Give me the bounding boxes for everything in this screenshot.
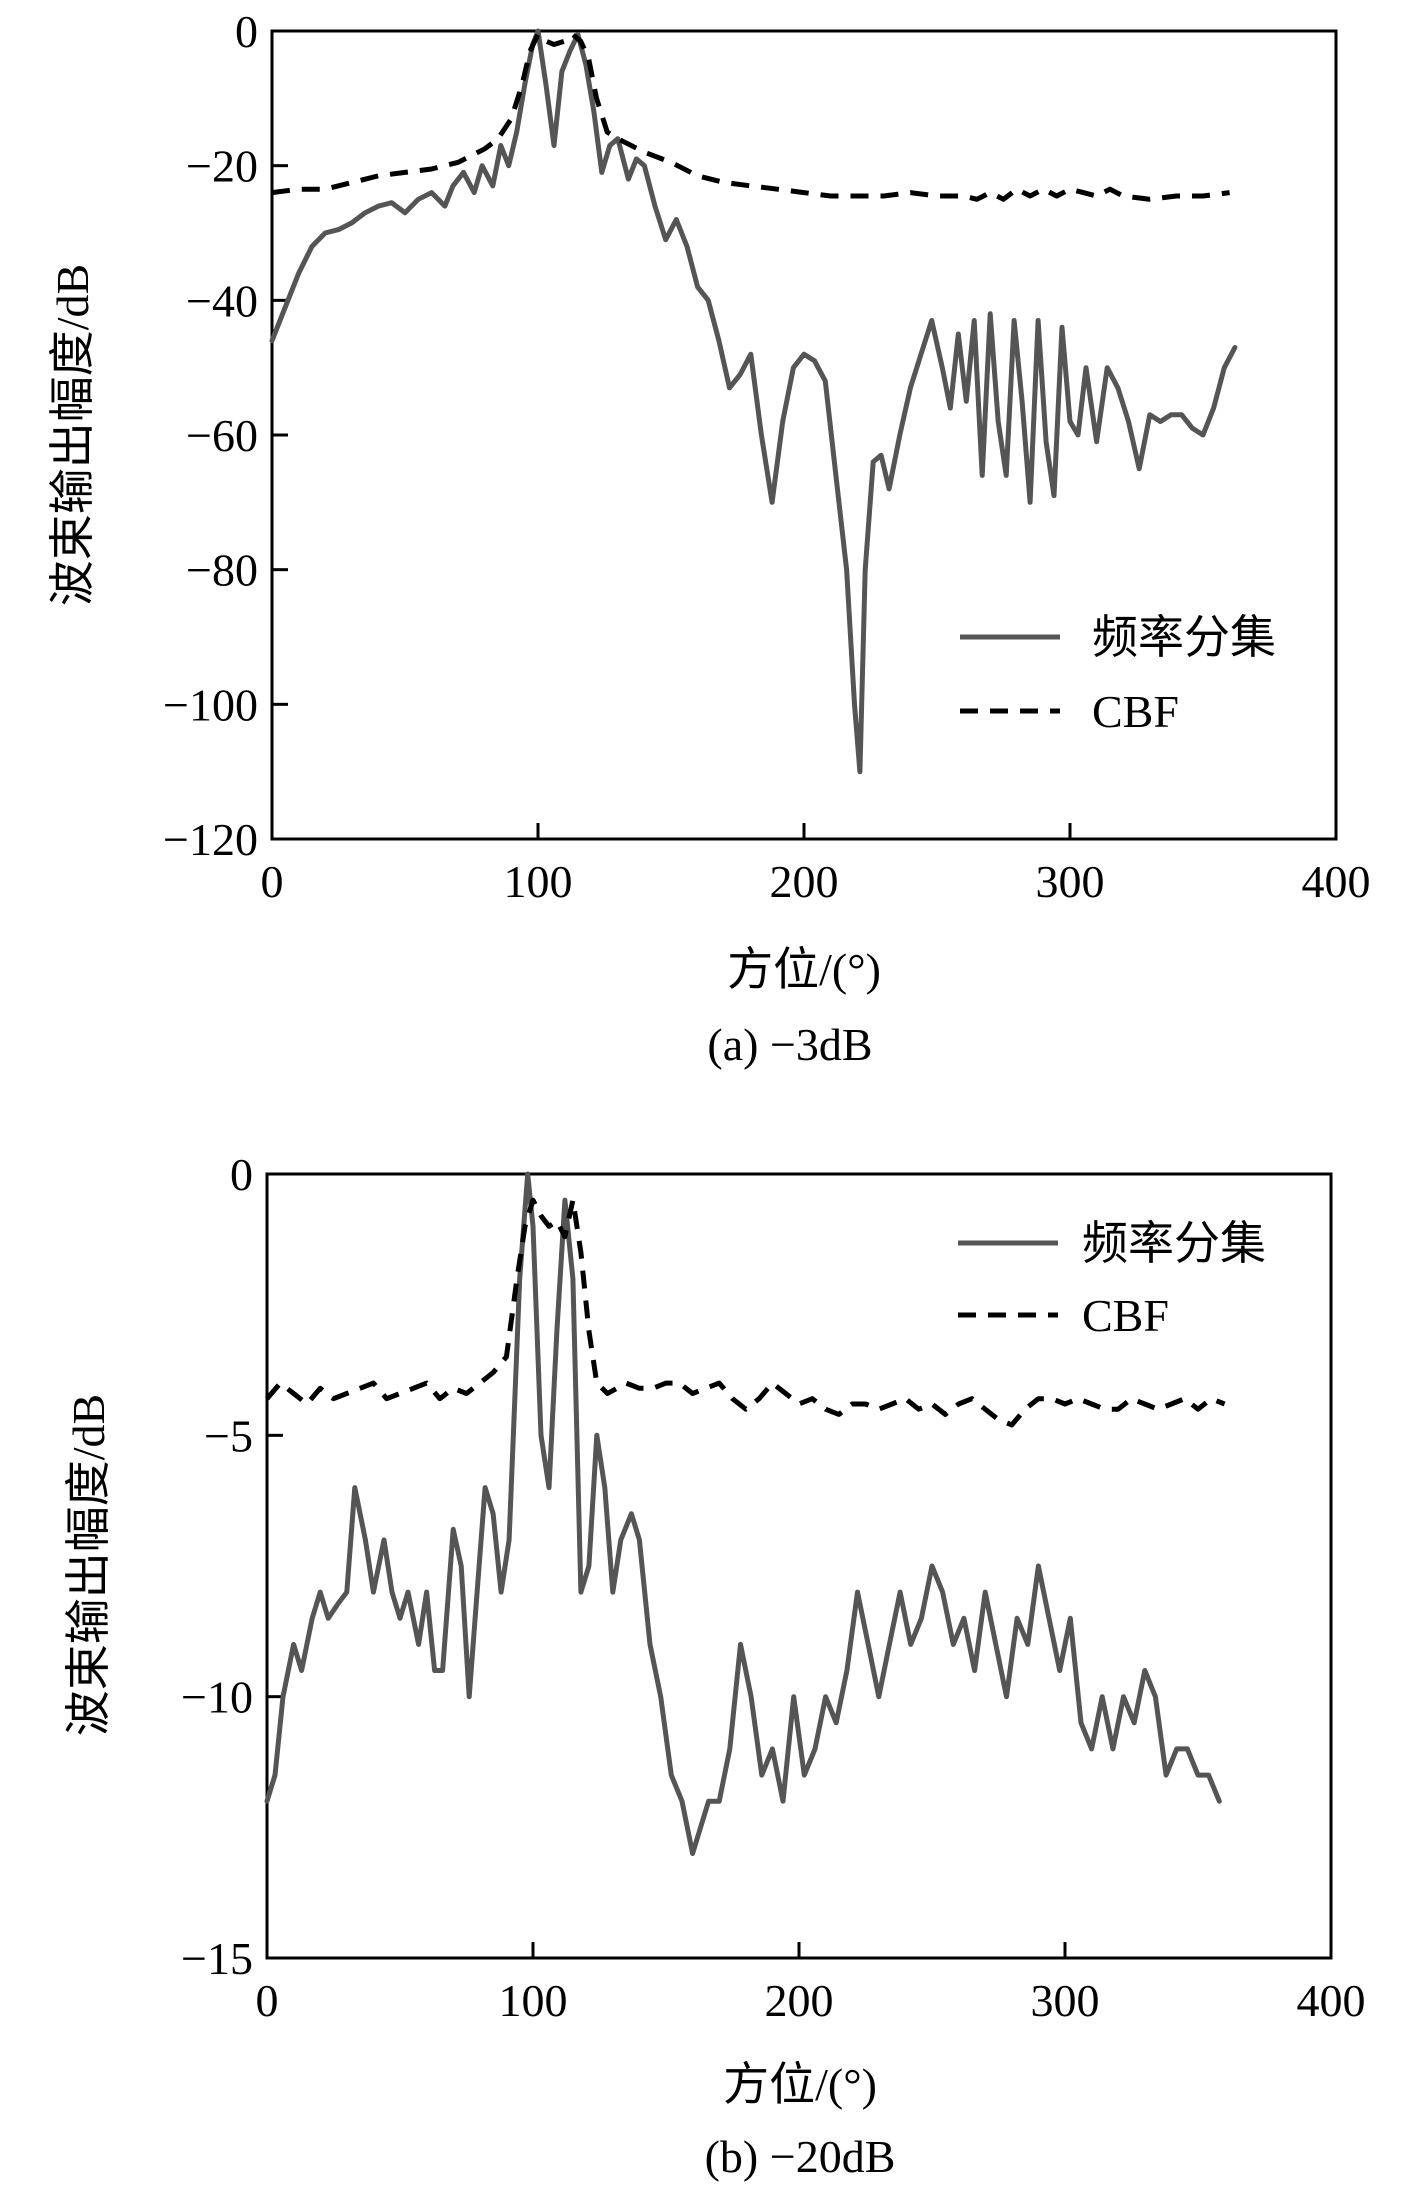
x-tick-label-0: 0 [261,856,284,907]
y-tick-label-6: −120 [163,814,258,865]
y-tick-label-4: −80 [186,545,258,596]
y-axis-label: 波束输出幅度/dB [47,264,98,606]
y-tick-label-3: −60 [186,410,258,461]
legend: 频率分集 CBF [960,612,1276,737]
y-tick-label-1: −20 [186,141,258,192]
ticks: 0 100 200 300 400 0 −5 −10 −15 [181,1149,1365,2026]
legend-label-0: 频率分集 [1092,612,1276,663]
x-tick-label-1: 100 [499,1975,568,2026]
y-tick-label-0: 0 [230,1149,253,1200]
x-axis-label: 方位/(°) [723,2059,877,2110]
y-tick-label-2: −40 [186,275,258,326]
legend-label-1: CBF [1092,686,1179,737]
plot-frame [265,1172,1333,1960]
legend-label-0: 频率分集 [1082,1218,1266,1269]
x-tick-label-3: 300 [1031,1975,1100,2026]
y-tick-label-3: −15 [181,1933,253,1984]
chart-panel-a: 0 100 200 300 400 0 −20 −40 −60 −80 −100 −120 方位/(°… [47,6,1371,1070]
series-layer [264,1171,1226,1856]
y-tick-label-5: −100 [163,679,258,730]
x-tick-label-4: 400 [1302,856,1371,907]
series-cbf-line [265,1197,1226,1428]
legend: 频率分集 CBF [958,1218,1266,1341]
series-cbf-line [271,31,1230,202]
x-tick-label-2: 200 [770,856,839,907]
x-tick-label-1: 100 [504,856,573,907]
x-tick-label-4: 400 [1297,1975,1366,2026]
series-layer [269,28,1238,775]
caption: (b) −20dB [705,2131,896,2182]
legend-label-1: CBF [1082,1290,1169,1341]
series-frequency-diversity-line [269,28,1238,775]
x-tick-label-2: 200 [765,1975,834,2026]
y-tick-label-2: −10 [181,1672,253,1723]
series-frequency-diversity-line [264,1171,1222,1856]
x-axis-label: 方位/(°) [727,944,881,995]
caption: (a) −3dB [707,1019,872,1070]
y-axis-label: 波束输出幅度/dB [63,1394,114,1736]
x-tick-label-0: 0 [256,1975,279,2026]
x-tick-label-3: 300 [1036,856,1105,907]
y-tick-label-1: −5 [204,1410,253,1461]
y-tick-label-0: 0 [235,6,258,57]
ticks: 0 100 200 300 400 0 −20 −40 −60 −80 −100 −120 [163,6,1370,907]
